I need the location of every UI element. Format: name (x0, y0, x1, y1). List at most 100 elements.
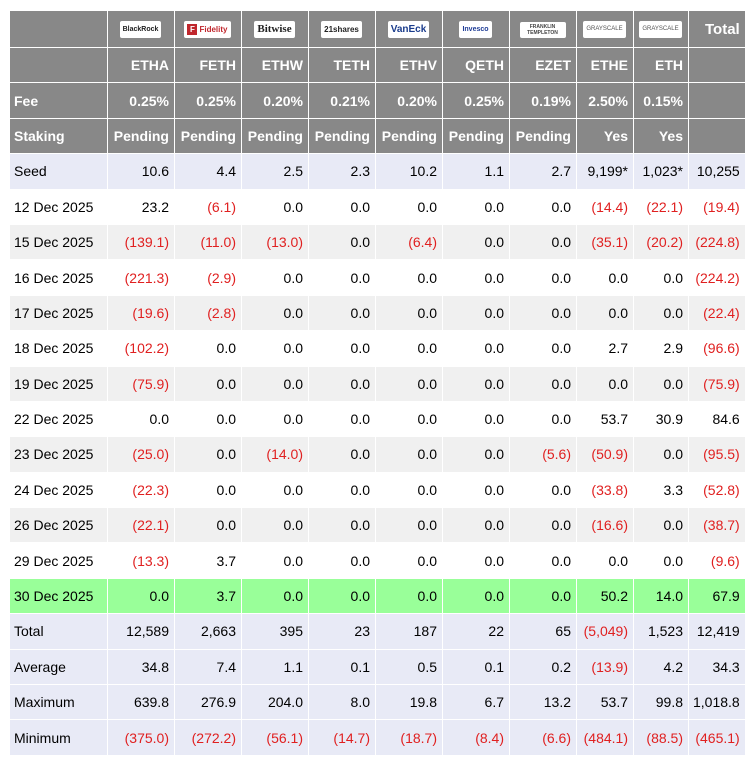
ticker-cell: FETH (174, 46, 242, 84)
flow-value-cell: 0.0 (308, 259, 376, 296)
bitwise-logo: Bitwise (254, 20, 295, 38)
row-total-cell: (75.9) (688, 365, 746, 402)
flow-value-cell: (19.6) (107, 294, 175, 332)
row-total-cell: (224.2) (688, 259, 746, 296)
row-label: Average (9, 648, 108, 686)
flow-value-cell: 0.0 (241, 400, 309, 438)
flow-value-cell: 0.0 (308, 542, 376, 579)
fee-total-cell (688, 82, 746, 119)
row-total-cell: 12,419 (688, 613, 746, 650)
flow-value-cell: 0.0 (633, 259, 689, 296)
flow-value-cell: 8.0 (308, 684, 376, 721)
flow-value-cell: 6.7 (442, 684, 510, 721)
flow-value-cell: (14.4) (576, 188, 634, 225)
flow-value-cell: 0.2 (509, 648, 577, 686)
flow-value-cell: 0.0 (442, 471, 510, 509)
flow-value-cell: 19.8 (375, 684, 443, 721)
flow-value-cell: 30.9 (633, 400, 689, 438)
flow-value-cell: 0.0 (509, 400, 577, 438)
flow-value-cell: 0.0 (509, 365, 577, 402)
flow-value-cell: 0.0 (509, 507, 577, 544)
flow-value-cell: 0.0 (576, 365, 634, 402)
flow-value-cell: 0.0 (509, 471, 577, 509)
ticker-cell: EZET (509, 46, 577, 84)
flow-value-cell: (50.9) (576, 436, 634, 473)
flow-value-cell: 0.0 (442, 330, 510, 367)
staking-cell: Pending (174, 117, 242, 155)
flow-value-cell: 0.0 (308, 400, 376, 438)
flow-value-cell: (13.3) (107, 542, 175, 579)
ticker-cell: ETHA (107, 46, 175, 84)
flow-value-cell: 204.0 (241, 684, 309, 721)
flow-value-cell: (22.1) (107, 507, 175, 544)
flow-value-cell: 0.0 (375, 577, 443, 615)
total-header: Total (688, 10, 746, 48)
flow-value-cell: (484.1) (576, 719, 634, 756)
blackrock-logo: BlackRock (119, 20, 162, 38)
flow-value-cell: 4.4 (174, 153, 242, 190)
flow-value-cell: 3.3 (633, 471, 689, 509)
flow-value-cell: 0.0 (241, 188, 309, 225)
flow-value-cell: 14.0 (633, 577, 689, 615)
flow-value-cell: (13.9) (576, 648, 634, 686)
flow-value-cell: 0.0 (241, 259, 309, 296)
table-row: 19 Dec 2025 (75.9) 0.0 0.0 0.0 0.0 0.0 0.0 0.0 0.… (9, 365, 746, 402)
table-row: 17 Dec 2025 (19.6) (2.8) 0.0 0.0 0.0 0.0 0.0 0.0… (9, 294, 746, 332)
staking-cell: Pending (375, 117, 443, 155)
table-row: 29 Dec 2025 (13.3) 3.7 0.0 0.0 0.0 0.0 0.0 0.0 0.… (9, 542, 746, 579)
flow-value-cell: 0.0 (107, 577, 175, 615)
row-label: 30 Dec 2025 (9, 577, 108, 615)
flow-value-cell: 1,523 (633, 613, 689, 650)
flow-value-cell: 0.0 (375, 365, 443, 402)
flow-value-cell: 0.0 (509, 294, 577, 332)
flow-value-cell: 0.0 (442, 188, 510, 225)
flow-value-cell: 10.6 (107, 153, 175, 190)
flow-value-cell: 50.2 (576, 577, 634, 615)
fee-cell: 0.25% (107, 82, 175, 119)
summary-row: Minimum (375.0) (272.2) (56.1) (14.7) (18.7)(… (9, 719, 746, 756)
etf-flows-table: BlackRock F Fidelity Bitwise 21shares Van… (9, 10, 746, 756)
flow-value-cell: 0.0 (308, 294, 376, 332)
flow-value-cell: 0.0 (442, 223, 510, 261)
row-label: 18 Dec 2025 (9, 330, 108, 367)
table-row: 15 Dec 2025 (139.1) (11.0) (13.0) 0.0 (6.4) 0.… (9, 223, 746, 261)
flow-value-cell: 0.0 (308, 365, 376, 402)
vaneck-logo: VanEck (387, 20, 430, 38)
flow-value-cell: 2,663 (174, 613, 242, 650)
flow-value-cell: 639.8 (107, 684, 175, 721)
row-label: 23 Dec 2025 (9, 436, 108, 473)
row-total-cell: 67.9 (688, 577, 746, 615)
fidelity-f-icon: F (187, 24, 198, 36)
flow-value-cell: 0.0 (241, 330, 309, 367)
summary-row: Total 12,589 2,663 395 23 187 22 65 (5,049) 1,523… (9, 613, 746, 650)
row-total-cell: (96.6) (688, 330, 746, 367)
flow-value-cell: (272.2) (174, 719, 242, 756)
staking-cell: Pending (308, 117, 376, 155)
etf-flows-table-container: BlackRock F Fidelity Bitwise 21shares Van… (9, 10, 746, 756)
issuer-logo-row: BlackRock F Fidelity Bitwise 21shares Van… (9, 10, 746, 48)
flow-value-cell: (8.4) (442, 719, 510, 756)
flow-value-cell: 0.0 (509, 223, 577, 261)
flow-value-cell: 2.9 (633, 330, 689, 367)
staking-cell: Pending (509, 117, 577, 155)
issuer-logo-cell: VanEck (375, 10, 443, 48)
fee-cell: 0.15% (633, 82, 689, 119)
fee-cell: 0.25% (442, 82, 510, 119)
flow-value-cell: 23.2 (107, 188, 175, 225)
row-total-cell: (38.7) (688, 507, 746, 544)
flow-value-cell: 2.5 (241, 153, 309, 190)
row-label: 26 Dec 2025 (9, 507, 108, 544)
staking-row-label: Staking (9, 117, 108, 155)
fee-cell: 0.20% (241, 82, 309, 119)
flow-value-cell: 0.0 (241, 542, 309, 579)
flow-value-cell: (16.6) (576, 507, 634, 544)
flow-value-cell: (14.0) (241, 436, 309, 473)
flow-value-cell: 0.0 (174, 365, 242, 402)
issuer-logo-cell: F Fidelity (174, 10, 242, 48)
ticker-cell: ETH (633, 46, 689, 84)
flow-value-cell: 65 (509, 613, 577, 650)
flow-value-cell: 99.8 (633, 684, 689, 721)
flow-value-cell: 0.5 (375, 648, 443, 686)
table-row: 26 Dec 2025 (22.1) 0.0 0.0 0.0 0.0 0.0 0.0 (16.6… (9, 507, 746, 544)
seed-row: Seed 10.6 4.4 2.5 2.3 10.2 1.1 2.7 9,199* 1,023* 1… (9, 153, 746, 190)
